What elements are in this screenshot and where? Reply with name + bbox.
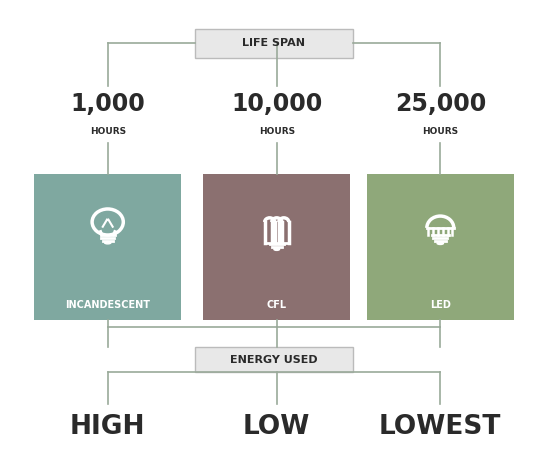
Ellipse shape xyxy=(274,248,279,251)
Text: LIFE SPAN: LIFE SPAN xyxy=(243,38,305,49)
Text: 1,000: 1,000 xyxy=(70,92,145,116)
Text: 10,000: 10,000 xyxy=(231,92,322,116)
Text: LOW: LOW xyxy=(243,414,310,440)
FancyBboxPatch shape xyxy=(195,347,353,372)
Text: INCANDESCENT: INCANDESCENT xyxy=(65,300,150,311)
FancyBboxPatch shape xyxy=(195,29,353,58)
Bar xyxy=(367,174,514,320)
Text: LED: LED xyxy=(430,300,451,311)
Ellipse shape xyxy=(105,241,111,244)
Text: LOWEST: LOWEST xyxy=(379,414,501,440)
Bar xyxy=(203,174,350,320)
Text: HOURS: HOURS xyxy=(90,126,126,136)
Text: 25,000: 25,000 xyxy=(395,92,486,116)
Text: HOURS: HOURS xyxy=(422,126,458,136)
Ellipse shape xyxy=(437,242,443,245)
Text: HOURS: HOURS xyxy=(259,126,295,136)
Bar xyxy=(34,174,181,320)
Text: ENERGY USED: ENERGY USED xyxy=(230,355,318,365)
Text: CFL: CFL xyxy=(267,300,287,311)
Text: HIGH: HIGH xyxy=(70,414,145,440)
